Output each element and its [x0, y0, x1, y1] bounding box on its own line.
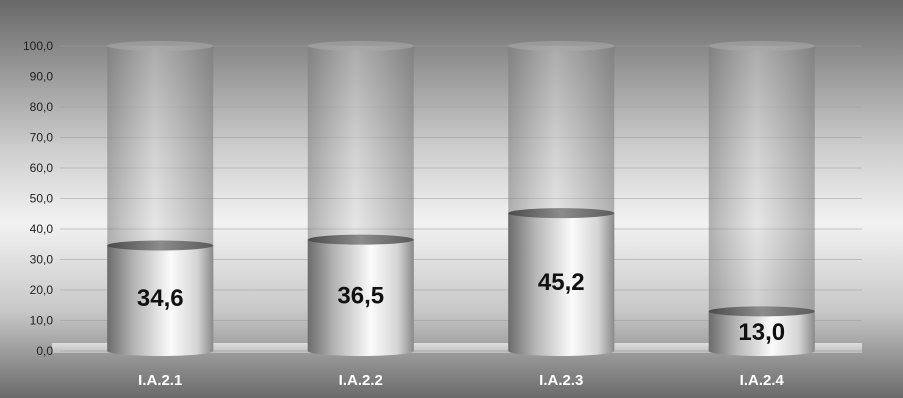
y-tick-label: 50,0 [30, 192, 54, 206]
bar [107, 245, 214, 351]
plot-floor [52, 343, 862, 353]
y-tick-label: 90,0 [30, 70, 54, 84]
data-label: 45,2 [538, 269, 585, 296]
y-tick-label: 100,0 [23, 39, 53, 53]
x-tick-label: I.A.2.2 [339, 372, 383, 389]
bar [708, 311, 815, 351]
bar-base [508, 346, 615, 356]
y-tick-label: 80,0 [30, 100, 54, 114]
y-tick-label: 40,0 [30, 222, 54, 236]
y-tick-label: 30,0 [30, 253, 54, 267]
bar-track [708, 46, 815, 351]
x-axis-tick-labels: I.A.2.1 I.A.2.2 I.A.2.3 I.A.2.4 [138, 372, 784, 389]
bar-top [307, 234, 414, 245]
x-tick-label: I.A.2.3 [539, 372, 583, 389]
bar [508, 213, 615, 351]
data-label: 34,6 [137, 285, 184, 312]
bar-base [307, 346, 414, 356]
bar-track-top [508, 41, 615, 51]
x-tick-label: I.A.2.4 [740, 372, 785, 389]
bars: 34,6 36,5 45,2 13,0 [107, 41, 815, 356]
bar-base [107, 346, 214, 356]
data-label: 13,0 [738, 319, 785, 346]
x-tick-label: I.A.2.1 [138, 372, 182, 389]
y-tick-label: 70,0 [30, 131, 54, 145]
bar-track-top [708, 41, 815, 51]
y-tick-label: 10,0 [30, 314, 54, 328]
bar-top [508, 208, 615, 219]
y-tick-label: 20,0 [30, 283, 54, 297]
bar-track-top [307, 41, 414, 51]
y-tick-label: 0,0 [36, 344, 53, 358]
bar-top [708, 306, 815, 317]
y-axis-tick-labels: 0,0 10,0 20,0 30,0 40,0 50,0 60,0 70,0 80,0 90,0 1… [23, 39, 53, 358]
bar-base [708, 346, 815, 356]
bar [307, 239, 414, 351]
data-label: 36,5 [337, 282, 384, 309]
bar-top [107, 240, 214, 251]
bar-track-top [107, 41, 214, 51]
y-tick-label: 60,0 [30, 161, 54, 175]
